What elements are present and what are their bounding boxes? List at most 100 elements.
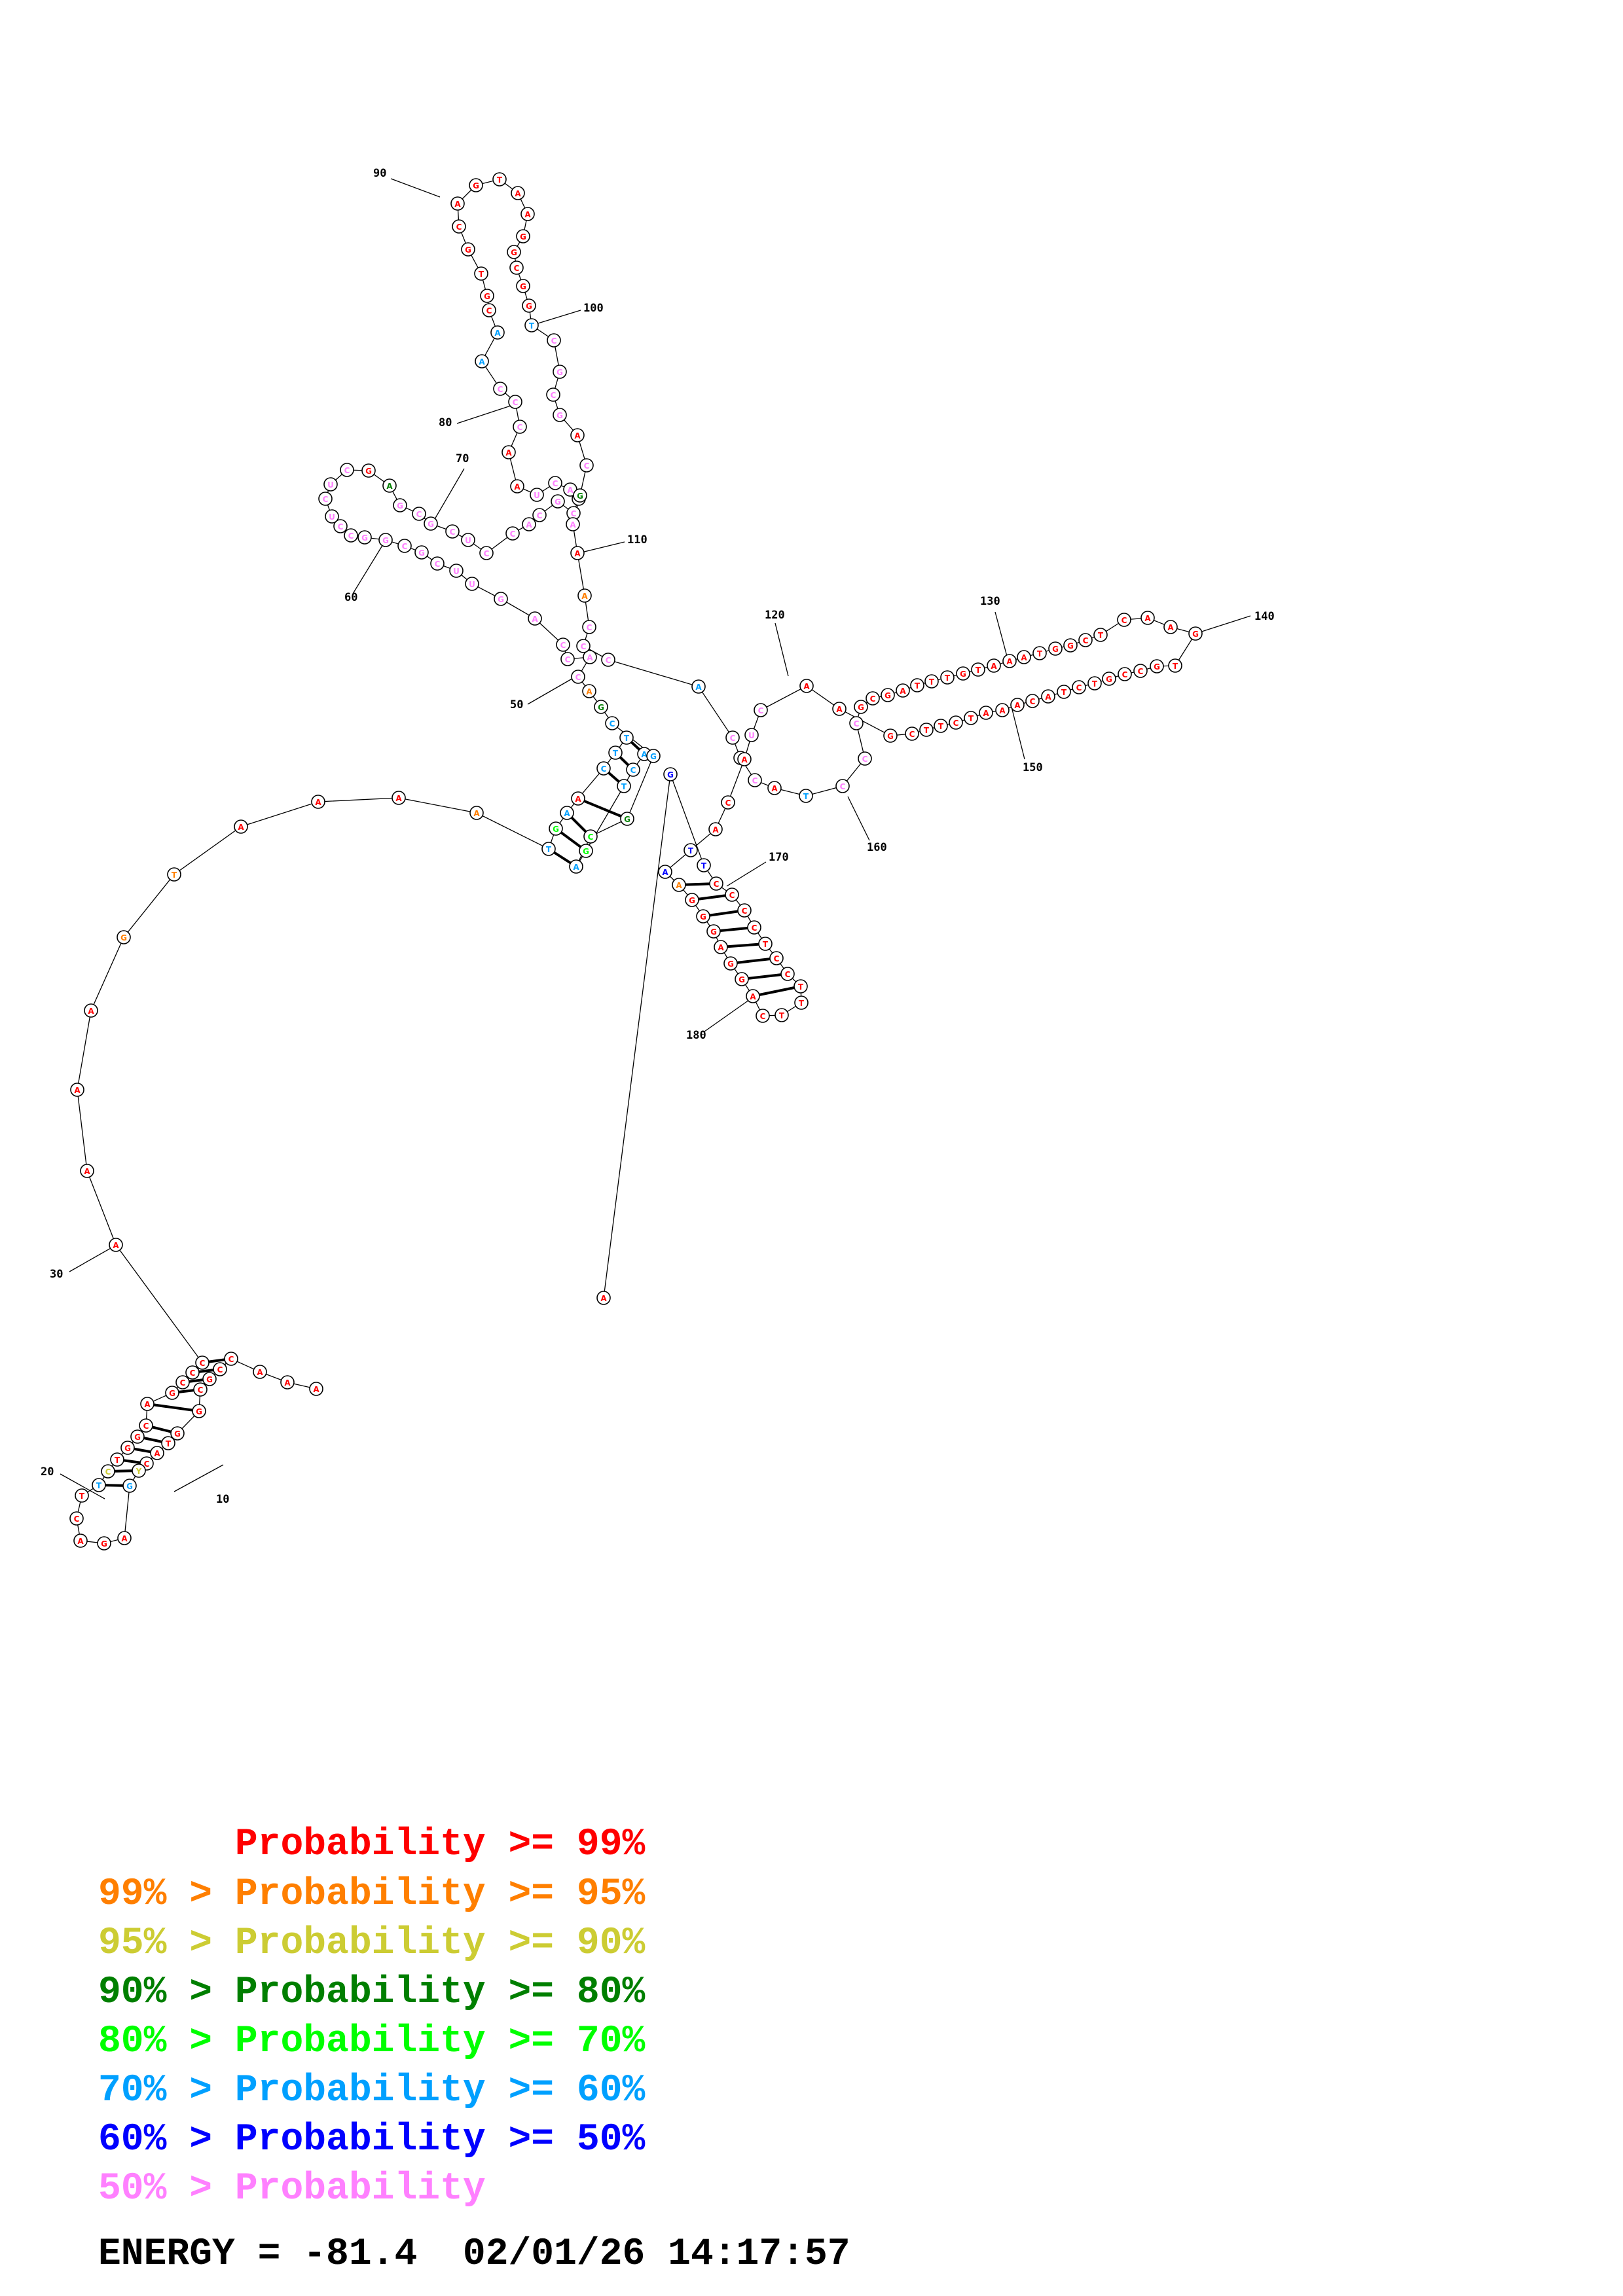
nucleotide-circle	[548, 476, 562, 490]
nucleotide: C	[175, 1375, 190, 1390]
nucleotide: T	[110, 1452, 124, 1467]
position-label: 110	[627, 533, 647, 547]
nucleotide-circle	[1041, 689, 1055, 704]
nucleotide: G	[522, 298, 536, 313]
nucleotide-letter: G	[1154, 662, 1160, 672]
nucleotide-circle	[509, 260, 524, 275]
nucleotide-letter: A	[570, 520, 576, 529]
nucleotide-letter: T	[115, 1456, 120, 1465]
nucleotide-letter: G	[124, 1444, 131, 1453]
nucleotide-letter: G	[556, 411, 563, 420]
nucleotide-letter: G	[556, 368, 563, 377]
nucleotide-circle	[530, 488, 544, 502]
position-label: 120	[765, 609, 785, 622]
nucleotide-circle	[799, 679, 814, 693]
nucleotide: C	[1072, 680, 1086, 694]
nucleotide: A	[1140, 611, 1155, 625]
nucleotide-circle	[84, 1003, 98, 1018]
nucleotide: G	[130, 1429, 145, 1444]
nucleotide-letter: A	[74, 1086, 81, 1095]
nucleotide: C	[571, 670, 585, 684]
nucleotide-letter: U	[329, 512, 335, 522]
nucleotide-letter: C	[606, 656, 611, 665]
nucleotide-letter: C	[514, 264, 520, 273]
nucleotide: C	[626, 762, 640, 777]
nucleotide-circle	[505, 526, 520, 541]
nucleotide: C	[452, 219, 466, 234]
nucleotide: C	[905, 726, 919, 741]
nucleotide-circle	[510, 479, 524, 493]
nucleotide-letter: T	[929, 677, 935, 687]
nucleotide: A	[70, 1083, 84, 1097]
nucleotide: A	[1002, 654, 1017, 668]
nucleotide: A	[583, 650, 597, 664]
nucleotide-circle	[626, 762, 640, 777]
legend-line-70: 80% > Probability >= 70%	[98, 2020, 646, 2063]
nucleotide: C	[139, 1418, 153, 1433]
nucleotide-circle	[80, 1164, 94, 1178]
nucleotide-letter: A	[567, 486, 574, 495]
nucleotide-letter: A	[712, 825, 719, 834]
position-label-leader	[390, 178, 441, 198]
nucleotide-letter: G	[365, 467, 372, 476]
position-label: 180	[686, 1029, 706, 1042]
nucleotide-circle	[547, 333, 561, 348]
nucleotide-circle	[344, 528, 358, 543]
nucleotide-circle	[709, 876, 723, 891]
nucleotide-letter: T	[688, 846, 694, 855]
nucleotide-circle	[520, 207, 535, 221]
nucleotide-letter: T	[497, 175, 503, 185]
position-label: 80	[439, 416, 452, 429]
nucleotide-letter: G	[101, 1539, 107, 1549]
nucleotide-circle	[92, 1478, 106, 1492]
nucleotide-letter: A	[526, 520, 532, 529]
nucleotide-circle	[553, 365, 567, 379]
nucleotide-circle	[412, 507, 426, 521]
position-label-leader	[60, 1473, 105, 1499]
nucleotide-circle	[430, 556, 445, 571]
nucleotide-circle	[583, 650, 597, 664]
nucleotide-circle	[737, 903, 752, 918]
nucleotide-letter: G	[473, 181, 479, 190]
nucleotide-circle	[170, 1426, 185, 1441]
nucleotide-letter: A	[587, 653, 593, 662]
nucleotide-circle	[582, 684, 596, 698]
nucleotide: A	[799, 679, 814, 693]
nucleotide: C	[548, 476, 562, 490]
nucleotide-circle	[507, 245, 521, 259]
nucleotide-letter: C	[714, 880, 720, 889]
nucleotide-letter: A	[771, 784, 778, 793]
nucleotide-letter: A	[532, 615, 538, 624]
nucleotide: G	[120, 1441, 135, 1455]
nucleotide: C	[340, 463, 354, 477]
nucleotide: G	[516, 229, 530, 243]
nucleotide: C	[412, 507, 426, 521]
position-label-layer: 10 20 30 50 60 70 80 90 100 110 120 130 140 150 160 170…	[41, 167, 1275, 1506]
nucleotide-circle	[494, 592, 508, 606]
nucleotide-circle	[325, 509, 339, 524]
nucleotide: C	[482, 303, 496, 317]
nucleotide: C	[430, 556, 445, 571]
nucleotide-circle	[469, 178, 483, 192]
nucleotide-circle	[924, 674, 939, 689]
position-label: 70	[456, 452, 469, 465]
nucleotide: A	[475, 354, 489, 368]
nucleotide-circle	[117, 1531, 132, 1545]
nucleotide: C	[858, 751, 872, 766]
nucleotide: C	[949, 715, 963, 730]
nucleotide-circle	[571, 670, 585, 684]
nucleotide-circle	[794, 996, 809, 1010]
nucleotide-circle	[582, 620, 596, 634]
nucleotide-letter: C	[870, 694, 876, 704]
nucleotide-circle	[109, 1238, 123, 1252]
backbone-strand	[76, 179, 1197, 1544]
nucleotide-circle	[318, 492, 333, 506]
nucleotide: C	[397, 539, 412, 553]
nucleotide-letter: G	[126, 1482, 133, 1491]
nucleotide: A	[280, 1375, 295, 1390]
nucleotide-letter: C	[1138, 667, 1144, 676]
nucleotide-circle	[165, 1386, 179, 1400]
nucleotide-circle	[1048, 641, 1063, 656]
nucleotide-circle	[723, 956, 738, 971]
